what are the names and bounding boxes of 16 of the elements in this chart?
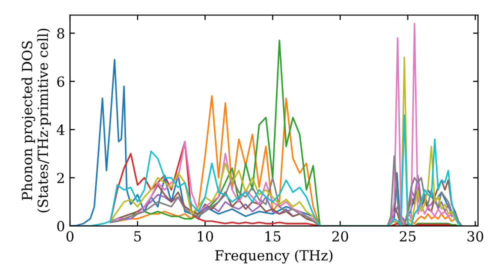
x-tick-label: 10 bbox=[198, 231, 214, 242]
y-tick-label: 0 bbox=[57, 220, 64, 232]
x-tick-label: 25 bbox=[400, 231, 416, 242]
y-tick-label: 4 bbox=[56, 124, 64, 135]
y-axis-title: Phonon projected DOS (States/THz·primitive cell) bbox=[22, 28, 51, 212]
x-axis-title: Frequency (THz) bbox=[215, 250, 332, 264]
x-tick-label: 0 bbox=[66, 231, 74, 242]
x-tick-label: 30 bbox=[468, 231, 484, 242]
y-tick-label: 2 bbox=[57, 172, 64, 184]
x-tick-label: 15 bbox=[266, 231, 280, 242]
line-series bbox=[82, 114, 463, 226]
x-tick-label: 20 bbox=[332, 231, 348, 242]
line-series bbox=[110, 155, 463, 226]
y-tick-label: 8 bbox=[57, 28, 64, 39]
x-tick-label: 5 bbox=[134, 231, 141, 242]
y-tick-label: 6 bbox=[57, 76, 64, 87]
